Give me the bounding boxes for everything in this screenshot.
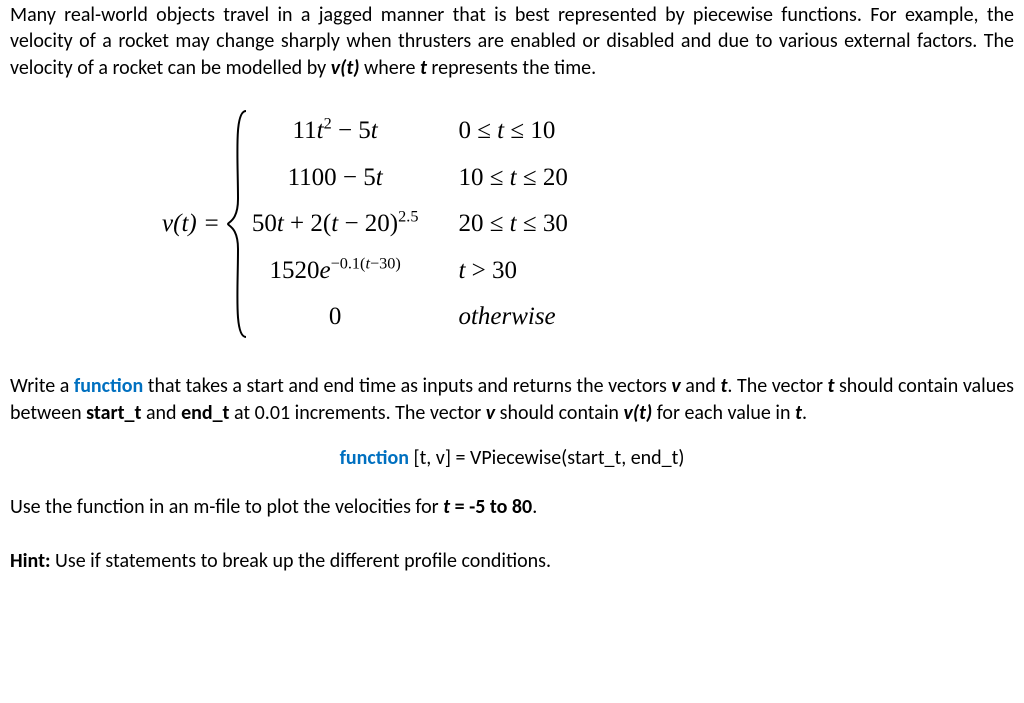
hint-paragraph: Hint: Use if statements to break up the … bbox=[10, 548, 1014, 574]
case-cond-3: 20 ≤ t ≤ 30 bbox=[458, 210, 567, 238]
task-start-t: start_t bbox=[86, 401, 141, 425]
case-expr-4: 1520e−0.1(t−30) bbox=[252, 257, 419, 285]
task-mid4: at 0.01 increments. The vector bbox=[230, 401, 486, 425]
case-expr-3: 50t + 2(t − 20)2.5 bbox=[252, 210, 419, 238]
intro-t: t bbox=[420, 56, 427, 80]
signature-function-keyword: function bbox=[340, 446, 409, 470]
task-tail: . bbox=[802, 401, 807, 425]
use-tail: . bbox=[532, 495, 537, 519]
function-signature: function [t, v] = VPiecewise(start_t, en… bbox=[10, 446, 1014, 470]
task-and2: and bbox=[141, 401, 181, 425]
hint-label: Hint: bbox=[10, 549, 51, 573]
use-eq: = bbox=[450, 495, 469, 519]
task-vt: v(t) bbox=[623, 401, 652, 425]
brace-wrap: 11t2 − 5t 0 ≤ t ≤ 10 1100 − 5t 10 ≤ t ≤ … bbox=[226, 109, 568, 339]
task-v2: v bbox=[486, 401, 495, 425]
equation-cases: 11t2 − 5t 0 ≤ t ≤ 10 1100 − 5t 10 ≤ t ≤ … bbox=[248, 109, 568, 339]
intro-where: where bbox=[359, 56, 419, 80]
intro-paragraph: Many real-world objects travel in a jagg… bbox=[10, 2, 1014, 81]
case-cond-2: 10 ≤ t ≤ 20 bbox=[458, 164, 567, 192]
task-mid5: should contain bbox=[495, 401, 623, 425]
task-mid6: for each value in bbox=[652, 401, 795, 425]
eq-lhs-close: ) = bbox=[188, 210, 219, 237]
use-paragraph: Use the function in an m-file to plot th… bbox=[10, 494, 1014, 520]
use-pre: Use the function in an m-file to plot th… bbox=[10, 495, 443, 519]
task-and: and bbox=[681, 374, 721, 398]
left-brace-icon bbox=[226, 109, 248, 339]
task-v: v bbox=[671, 374, 680, 398]
task-end-t: end_t bbox=[181, 401, 229, 425]
eq-lhs-v: v bbox=[162, 210, 173, 237]
piecewise-equation: v(t) = 11t2 − 5t 0 ≤ t ≤ 10 1100 − 5t 10… bbox=[162, 109, 862, 339]
use-range: -5 to 80 bbox=[469, 495, 532, 519]
task-mid1: that takes a start and end time as input… bbox=[143, 374, 671, 398]
case-expr-1: 11t2 − 5t bbox=[252, 117, 419, 145]
case-cond-1: 0 ≤ t ≤ 10 bbox=[458, 117, 567, 145]
task-pre: Write a bbox=[10, 374, 74, 398]
task-function-keyword: function bbox=[74, 374, 143, 398]
case-expr-5: 0 bbox=[252, 303, 419, 331]
equation-lhs: v(t) = bbox=[162, 210, 226, 238]
intro-tail: represents the time. bbox=[427, 56, 596, 80]
intro-vt: v(t) bbox=[331, 56, 360, 80]
task-t3: t bbox=[795, 401, 802, 425]
hint-text: Use if statements to break up the differ… bbox=[51, 549, 551, 573]
task-paragraph: Write a function that takes a start and … bbox=[10, 373, 1014, 426]
case-cond-4: t > 30 bbox=[458, 257, 567, 285]
case-expr-2: 1100 − 5t bbox=[252, 164, 419, 192]
signature-rest: [t, v] = VPiecewise(start_t, end_t) bbox=[409, 446, 684, 470]
task-mid2: . The vector bbox=[727, 374, 827, 398]
case-cond-5: otherwise bbox=[458, 303, 567, 331]
